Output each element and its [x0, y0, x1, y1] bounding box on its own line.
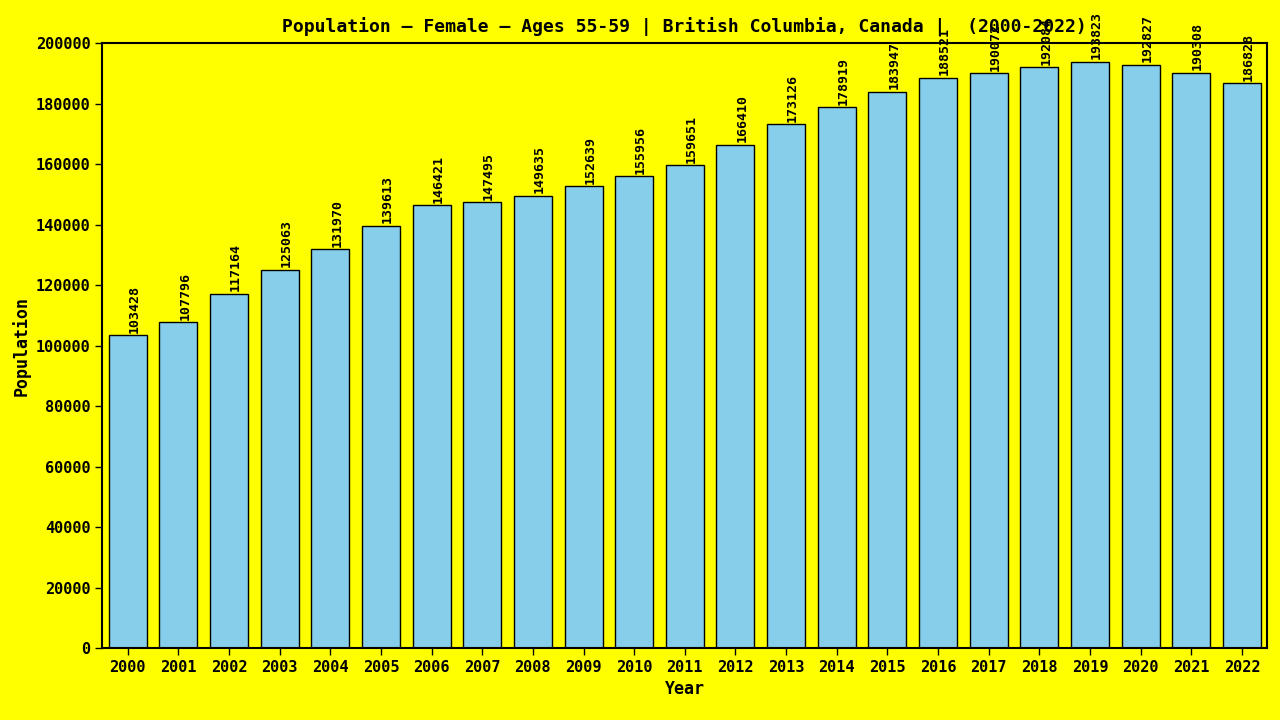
Text: 131970: 131970 [330, 199, 343, 246]
Bar [868, 91, 906, 648]
Bar [616, 176, 653, 648]
Bar [818, 107, 856, 648]
Text: 183947: 183947 [887, 41, 900, 89]
X-axis label: Year: Year [664, 680, 705, 698]
Bar [1071, 62, 1108, 648]
Bar [513, 196, 552, 648]
Text: 192084: 192084 [1039, 17, 1052, 65]
Bar [311, 249, 349, 648]
Bar [160, 322, 197, 648]
Bar [463, 202, 502, 648]
Text: 190072: 190072 [988, 23, 1002, 71]
Text: 117164: 117164 [229, 243, 242, 292]
Bar [1121, 65, 1160, 648]
Text: 193823: 193823 [1091, 12, 1103, 60]
Bar [767, 125, 805, 648]
Text: 192827: 192827 [1140, 14, 1153, 63]
Bar [362, 226, 399, 648]
Bar [970, 73, 1007, 648]
Text: 107796: 107796 [178, 271, 192, 320]
Text: 149635: 149635 [532, 145, 545, 193]
Text: 159651: 159651 [685, 114, 698, 163]
Text: 152639: 152639 [584, 136, 596, 184]
Bar [412, 205, 451, 648]
Bar [210, 294, 248, 648]
Text: 125063: 125063 [279, 220, 293, 267]
Text: 103428: 103428 [128, 285, 141, 333]
Bar [109, 336, 147, 648]
Text: 166410: 166410 [736, 94, 749, 143]
Text: 139613: 139613 [381, 176, 394, 223]
Text: 155956: 155956 [634, 126, 648, 174]
Y-axis label: Population: Population [12, 296, 31, 395]
Bar [564, 186, 603, 648]
Text: 186828: 186828 [1242, 32, 1254, 81]
Text: 147495: 147495 [483, 151, 495, 199]
Bar [1222, 83, 1261, 648]
Bar [261, 270, 298, 648]
Bar [666, 165, 704, 648]
Text: 188521: 188521 [938, 27, 951, 76]
Title: Population – Female – Ages 55-59 | British Columbia, Canada |  (2000-2022): Population – Female – Ages 55-59 | Briti… [283, 17, 1087, 36]
Bar [1172, 73, 1210, 648]
Text: 146421: 146421 [431, 155, 444, 203]
Bar [1020, 67, 1059, 648]
Bar [717, 145, 754, 648]
Text: 178919: 178919 [837, 57, 850, 104]
Bar [919, 78, 957, 648]
Text: 190308: 190308 [1192, 22, 1204, 70]
Text: 173126: 173126 [786, 74, 799, 122]
